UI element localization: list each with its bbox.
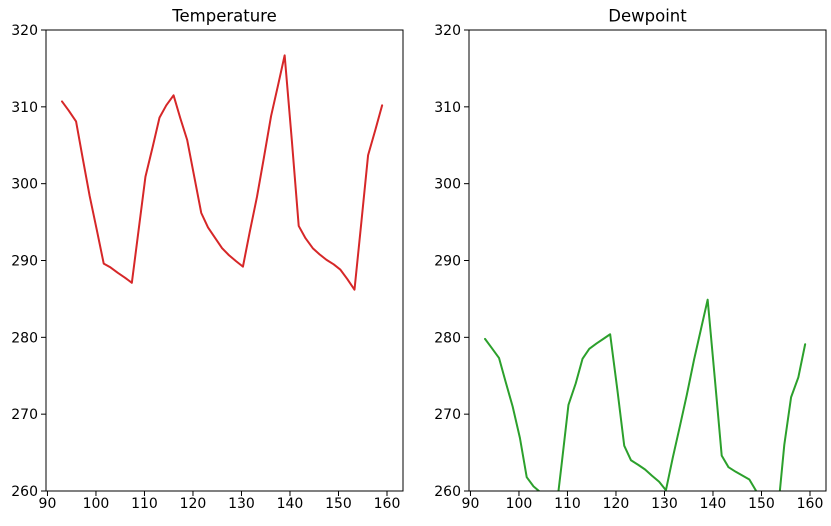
y-tick-label: 320 xyxy=(434,23,461,39)
x-tick-label: 130 xyxy=(651,496,678,512)
x-tick-label: 160 xyxy=(797,496,824,512)
subplot-temperature: 90 100 110 120 130 140 150 160 260 270 280 290 300 31… xyxy=(11,23,404,512)
plot-title-dewpoint: Dewpoint xyxy=(608,7,687,26)
y-tick-label: 280 xyxy=(434,330,461,346)
y-tick-label: 320 xyxy=(11,23,38,39)
x-tick-label: 120 xyxy=(180,496,207,512)
y-tick-label: 270 xyxy=(434,407,461,423)
y-tick-label: 310 xyxy=(434,100,461,116)
y-tick-label: 290 xyxy=(11,254,38,270)
x-tick-label: 130 xyxy=(228,496,255,512)
axes-spines xyxy=(45,29,404,492)
y-tick-label: 300 xyxy=(11,177,38,193)
x-tick-label: 150 xyxy=(748,496,775,512)
x-tick-label: 100 xyxy=(83,496,110,512)
x-tick-label: 150 xyxy=(325,496,352,512)
x-tick-label: 90 xyxy=(39,496,57,512)
y-tick-label: 300 xyxy=(434,177,461,193)
dewpoint-line xyxy=(484,298,807,491)
y-tick-label: 290 xyxy=(434,254,461,270)
y-tick-label: 260 xyxy=(11,484,38,500)
x-tick-label: 160 xyxy=(374,496,401,512)
y-tick-label: 310 xyxy=(11,100,38,116)
temperature-line xyxy=(61,54,384,291)
x-tick-label: 120 xyxy=(603,496,630,512)
x-tick-label: 140 xyxy=(277,496,304,512)
x-tick-label: 110 xyxy=(554,496,581,512)
y-tick-label: 280 xyxy=(11,330,38,346)
subplot-dewpoint: 90 100 110 120 130 140 150 160 260 270 280 290 300 31… xyxy=(434,23,827,512)
x-tick-label: 140 xyxy=(700,496,727,512)
x-tick-label: 100 xyxy=(506,496,533,512)
axes-spines xyxy=(468,29,827,492)
x-tick-label: 110 xyxy=(131,496,158,512)
plot-title-temperature: Temperature xyxy=(171,7,277,26)
y-tick-label: 270 xyxy=(11,407,38,423)
y-tick-label: 260 xyxy=(434,484,461,500)
x-tick-label: 90 xyxy=(462,496,480,512)
